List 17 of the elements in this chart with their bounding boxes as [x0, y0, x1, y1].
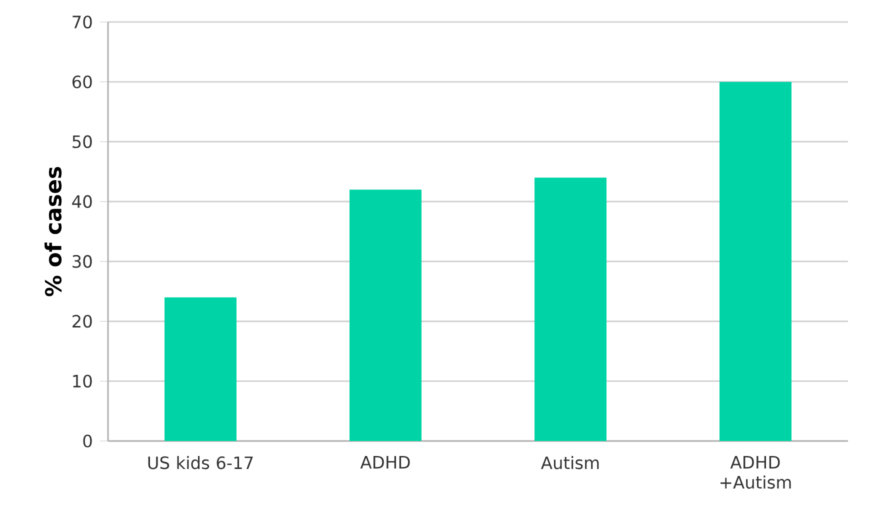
y-tick-label: 40 — [72, 195, 92, 208]
x-tick-label: ADHD — [360, 456, 410, 468]
bar — [350, 190, 422, 441]
y-tick-label: 10 — [73, 374, 92, 388]
y-axis-title: % of cases — [44, 167, 62, 296]
y-tick-label: 70 — [72, 16, 92, 28]
bar — [164, 297, 237, 441]
x-tick-label: Autism — [541, 456, 599, 470]
y-tick-label: 20 — [72, 314, 92, 328]
y-tick-label: 50 — [72, 135, 92, 148]
bar — [534, 178, 606, 441]
y-tick-label: 30 — [72, 255, 92, 268]
y-tick-label: 60 — [72, 75, 92, 88]
x-tick-label: US kids 6-17 — [148, 456, 253, 470]
x-tick-label: ADHD +Autism — [720, 456, 791, 489]
bar — [719, 82, 792, 441]
y-tick-label: 0 — [83, 434, 92, 448]
